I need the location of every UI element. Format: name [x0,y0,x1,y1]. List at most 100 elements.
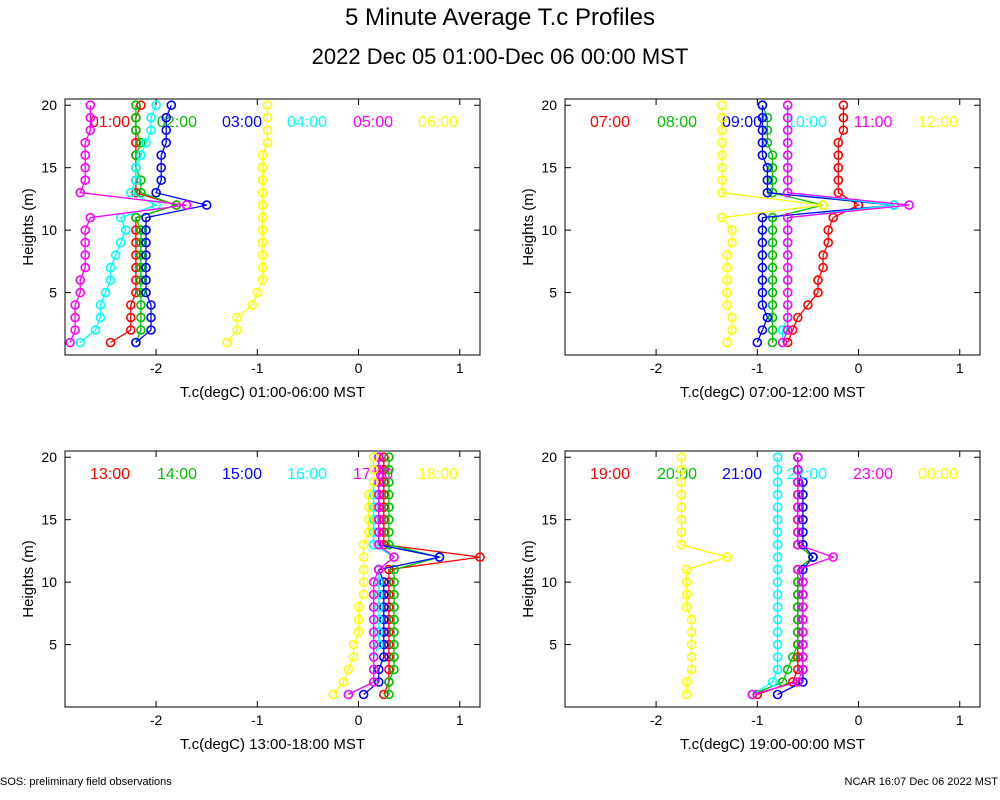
data-point [757,112,768,123]
data-point [384,614,394,625]
data-point [757,100,768,110]
legend-entry: 18:00 [418,466,458,483]
series-line [761,104,824,343]
data-point [151,100,161,110]
data-point [828,212,839,223]
data-point [782,287,793,298]
data-point [767,225,778,235]
series-line [348,457,396,696]
data-point [136,275,146,285]
data-point [782,664,793,675]
data-point [767,325,778,335]
data-point [384,664,394,675]
data-point [131,100,141,110]
data-point [257,162,268,173]
data-point [676,539,687,550]
data-point [384,464,394,475]
data-point [373,514,384,525]
data-point [717,112,727,123]
data-point [156,175,166,185]
data-point [247,300,258,310]
data-point [181,200,192,210]
data-point [772,527,783,538]
series-line [135,104,207,344]
data-point [368,464,379,475]
legend-entry: 20:00 [657,466,697,483]
data-point [384,689,394,700]
data-point [389,639,399,650]
series-20:00 [747,452,818,700]
data-point [717,137,727,148]
data-point [782,250,793,260]
data-point [353,627,364,637]
plot-frame [64,98,481,356]
data-point [838,100,849,110]
data-point [772,577,783,587]
data-point [373,527,384,538]
data-point [363,502,374,513]
data-point [156,162,166,173]
data-point [722,300,732,310]
data-point [792,502,803,513]
data-point [368,527,379,538]
data-point [727,225,737,235]
data-point [727,237,737,248]
data-point [772,639,783,650]
data-point [384,539,394,550]
data-point [818,262,828,273]
data-point [384,489,394,500]
data-point [389,552,399,562]
legend-entry: 00:00 [918,466,958,483]
data-point [792,452,803,463]
data-point [131,175,141,185]
data-point [257,225,268,235]
data-point [131,162,141,173]
data-point [798,477,808,488]
data-point [681,577,692,587]
data-point [373,602,384,612]
data-point [762,312,773,323]
data-point [373,664,384,675]
series-00:00 [676,452,732,700]
chart-page-subtitle: 2022 Dec 05 01:00-Dec 06 00:00 MST [311,44,689,69]
data-point [782,337,793,348]
data-point [757,250,768,260]
y-tick-label: 20 [41,97,57,113]
data-point [772,502,783,513]
data-point [75,187,85,198]
series-23:00 [747,452,839,700]
data-point [70,325,80,335]
data-point [798,677,808,687]
data-point [813,287,823,298]
y-tick-label: 15 [541,160,557,176]
series-06:00 [222,100,273,348]
series-17:00 [343,452,399,700]
data-point [782,162,793,173]
data-point [792,664,803,675]
legend-entry: 17:00 [353,466,393,483]
data-point [828,552,839,562]
x-tick-label: -2 [650,712,663,728]
series-14:00 [384,452,445,700]
data-point [368,452,379,463]
y-tick-label: 5 [549,637,557,653]
data-point [384,652,394,662]
data-point [686,664,697,675]
data-point [757,125,768,135]
data-point [368,514,379,525]
legend-entry: 10:00 [787,114,827,131]
data-point [368,589,379,600]
data-point [798,652,808,662]
y-tick-label: 10 [41,222,57,238]
series-18:00 [328,452,379,700]
data-point [798,639,808,650]
data-point [353,602,364,612]
data-point [384,602,394,612]
data-point [792,639,803,650]
data-point [757,225,768,235]
data-point [358,539,369,550]
data-point [115,237,126,248]
data-point [792,514,803,525]
data-point [681,689,692,700]
data-point [75,337,85,348]
